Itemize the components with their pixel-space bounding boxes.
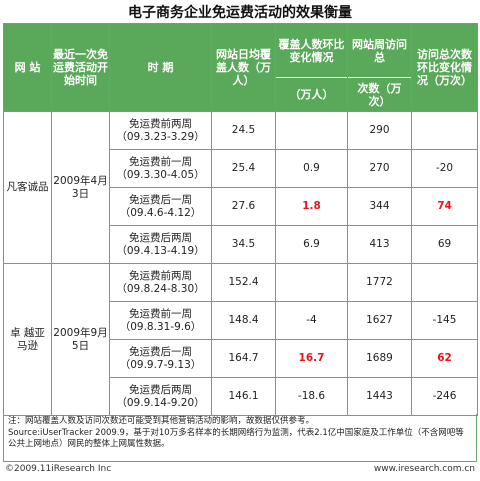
- date-cell: 2009年9月5日: [51, 263, 110, 416]
- visits-cell: 413: [347, 225, 412, 264]
- page-title: 电子商务企业免运费活动的效果衡量: [128, 5, 352, 21]
- header-visits: 网站周访问总 次数（万次）: [347, 23, 412, 112]
- visits-change-cell: -246: [411, 377, 478, 416]
- notes-box: 注：网站覆盖人数及访问次数还可能受到其他营销活动的影响，故数据仅供参考。 Sou…: [3, 414, 477, 462]
- visits-cell: 1772: [347, 263, 412, 302]
- coverage-change-cell: [275, 263, 348, 302]
- period-label: 免运费后一周: [129, 193, 192, 206]
- period-cell: 免运费后一周 （09.9.7-9.13）: [109, 339, 212, 378]
- header-coverage-change-unit: （万人）: [289, 88, 334, 101]
- period-cell: 免运费后两周 （09.4.13-4.19）: [109, 225, 212, 264]
- period-cell: 免运费后两周 （09.9.14-9.20）: [109, 377, 212, 416]
- table-row: 卓 越亚马逊 2009年9月5日 免运费前两周 （09.8.24-8.30） 15…: [3, 263, 478, 416]
- period-label: 免运费前一周: [129, 307, 192, 320]
- coverage-cell: 148.4: [211, 301, 276, 340]
- visits-cell: 1443: [347, 377, 412, 416]
- period-label: 免运费后一周: [129, 345, 192, 358]
- table-row: 免运费前一周 （09.8.31-9.6） 148.4 -4 1627 -145: [4, 301, 478, 340]
- coverage-cell: 152.4: [211, 263, 276, 302]
- period-label: 免运费前一周: [129, 155, 192, 168]
- note-source: Source:iUserTracker 2009.9，基于对10万多名样本的长期…: [8, 427, 464, 450]
- period-range: （09.8.24-8.30）: [116, 282, 205, 295]
- visits-change-highlight: 62: [411, 339, 478, 378]
- site-cell: 凡客诚品: [3, 111, 52, 264]
- coverage-change-cell: 6.9: [275, 225, 348, 264]
- visits-change-cell: [411, 263, 478, 302]
- coverage-change-cell: -18.6: [275, 377, 348, 416]
- period-cell: 免运费后一周 （09.4.6-4.12）: [109, 187, 212, 226]
- table-row: 凡客诚品 2009年4月3日 免运费前两周 （09.3.23-3.29） 24.5…: [3, 111, 478, 264]
- visits-cell: 290: [347, 111, 412, 150]
- footer: ©2009.11iResearch Inc www.iresearch.com.…: [3, 464, 477, 478]
- visits-change-cell: -145: [411, 301, 478, 340]
- header-recent-start: 最近一次免运费活动开始时间: [51, 23, 110, 112]
- header-visits-unit: 次数（万次）: [357, 81, 402, 108]
- period-range: （09.4.13-4.19）: [116, 244, 205, 257]
- coverage-change-cell: -4: [275, 301, 348, 340]
- visits-cell: 270: [347, 149, 412, 188]
- visits-cell: 1689: [347, 339, 412, 378]
- coverage-change-cell: 0.9: [275, 149, 348, 188]
- period-cell: 免运费前两周 （09.3.23-3.29）: [109, 111, 212, 150]
- period-cell: 免运费前一周 （09.8.31-9.6）: [109, 301, 212, 340]
- visits-change-highlight: 74: [411, 187, 478, 226]
- site-cell: 卓 越亚马逊: [3, 263, 52, 416]
- coverage-cell: 146.1: [211, 377, 276, 416]
- date-cell: 2009年4月3日: [51, 111, 110, 264]
- period-range: （09.4.6-4.12）: [119, 206, 202, 219]
- visits-change-cell: 69: [411, 225, 478, 264]
- period-cell: 免运费前两周 （09.8.24-8.30）: [109, 263, 212, 302]
- period-range: （09.3.23-3.29）: [116, 130, 205, 143]
- coverage-cell: 34.5: [211, 225, 276, 264]
- period-range: （09.9.14-9.20）: [116, 396, 205, 409]
- period-range: （09.8.31-9.6）: [119, 320, 202, 333]
- visits-cell: 1627: [347, 301, 412, 340]
- table-row: 免运费后两周 （09.4.13-4.19） 34.5 6.9 413 69: [4, 225, 478, 264]
- visits-cell: 344: [347, 187, 412, 226]
- header-coverage-change-label: 覆盖人数环比变化情况: [276, 24, 347, 78]
- coverage-cell: 164.7: [211, 339, 276, 378]
- coverage-cell: 27.6: [211, 187, 276, 226]
- coverage-cell: 24.5: [211, 111, 276, 150]
- period-label: 免运费前两周: [129, 117, 192, 130]
- effect-table: 网 站 最近一次免运费活动开始时间 时 期 网站日均覆盖人数（万人） 覆盖人数环…: [3, 23, 478, 416]
- copyright-text: ©2009.11iResearch Inc: [5, 464, 112, 474]
- period-range: （09.3.30-4.05）: [116, 168, 205, 181]
- visits-change-cell: [411, 111, 478, 150]
- table-row: 免运费前一周 （09.3.30-4.05） 25.4 0.9 270 -20: [4, 149, 478, 188]
- period-label: 免运费后两周: [129, 231, 192, 244]
- table-row: 免运费后两周 （09.9.14-9.20） 146.1 -18.6 1443 -2…: [4, 377, 478, 416]
- table-row: 免运费后一周 （09.9.7-9.13） 164.7 16.7 1689 62: [4, 339, 478, 378]
- website-url: www.iresearch.com.cn: [373, 464, 475, 474]
- period-range: （09.9.7-9.13）: [119, 358, 202, 371]
- visits-change-cell: -20: [411, 149, 478, 188]
- period-cell: 免运费前一周 （09.3.30-4.05）: [109, 149, 212, 188]
- coverage-change-highlight: 16.7: [275, 339, 348, 378]
- coverage-cell: 25.4: [211, 149, 276, 188]
- coverage-change-highlight: 1.8: [275, 187, 348, 226]
- header-visits-change: 访问总次数环比变化情况（万次）: [411, 23, 478, 112]
- period-label: 免运费后两周: [129, 383, 192, 396]
- table-row: 免运费后一周 （09.4.6-4.12） 27.6 1.8 344 74: [4, 187, 478, 226]
- header-site: 网 站: [3, 23, 52, 112]
- header-coverage: 网站日均覆盖人数（万人）: [211, 23, 276, 112]
- header-coverage-change: 覆盖人数环比变化情况 （万人）: [275, 23, 348, 112]
- note-disclaimer: 注：网站覆盖人数及访问次数还可能受到其他营销活动的影响，故数据仅供参考。: [8, 416, 315, 426]
- period-label: 免运费前两周: [129, 269, 192, 282]
- header-visits-label: 网站周访问总: [348, 24, 411, 78]
- coverage-change-cell: [275, 111, 348, 150]
- header-period: 时 期: [109, 23, 212, 112]
